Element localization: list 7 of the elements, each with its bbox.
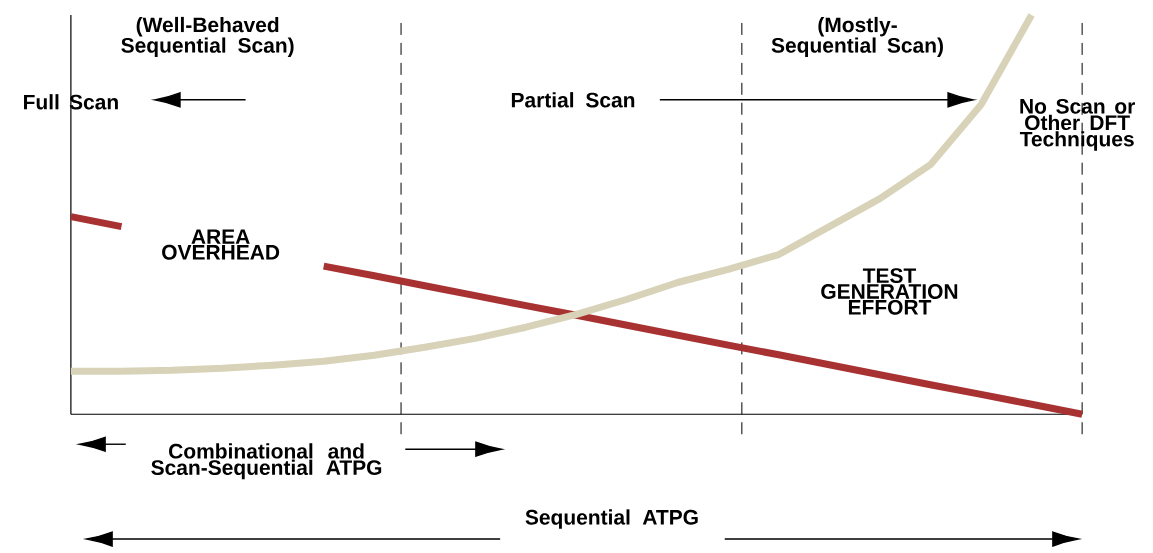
annotation: (Mostly-Sequential Scan) <box>771 16 943 57</box>
annotation: Partial Scan <box>511 92 635 108</box>
series-label: AREA OVERHEAD <box>162 229 280 260</box>
annotation: (Well-Behaved Sequential Scan) <box>121 16 294 57</box>
text: Sequential ATPG <box>525 509 698 529</box>
text: Combinational and Scan-Sequential ATPG <box>151 443 382 480</box>
series-label: TEST GENERATION EFFORT <box>821 268 958 315</box>
